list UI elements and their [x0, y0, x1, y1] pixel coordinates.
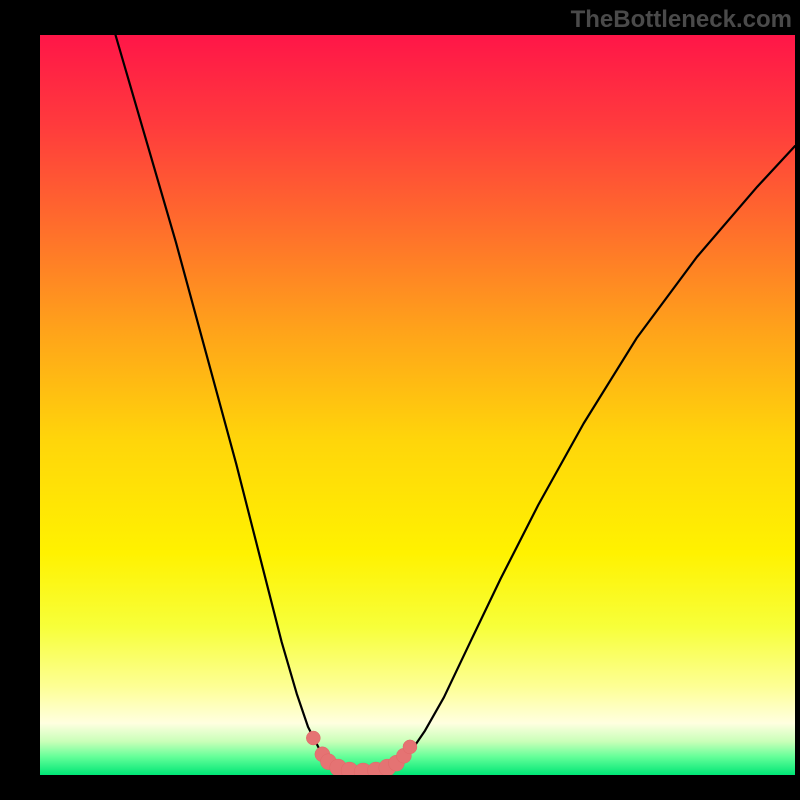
chart-svg — [40, 35, 795, 775]
watermark-text: TheBottleneck.com — [571, 6, 792, 34]
curve-marker — [306, 731, 320, 745]
curve-marker — [403, 740, 417, 754]
gradient-background — [40, 35, 795, 775]
